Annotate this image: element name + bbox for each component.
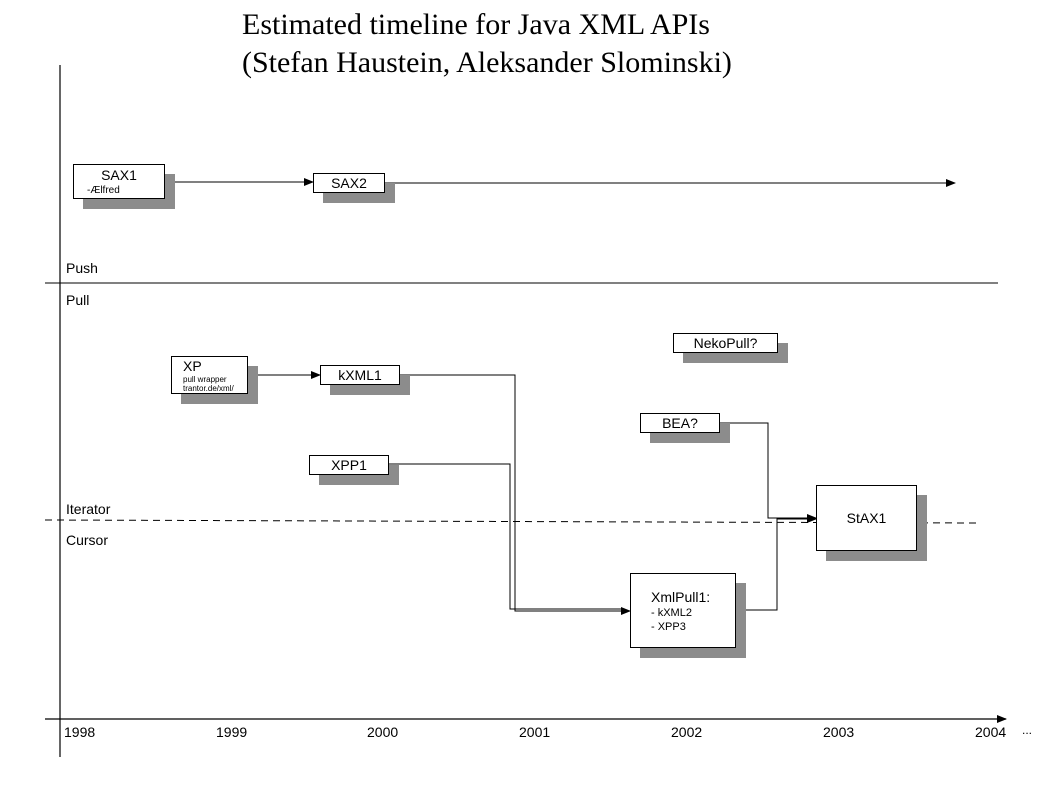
node-xpp1: XPP1 <box>309 455 389 475</box>
node-bea: BEA? <box>640 413 720 433</box>
title-line-1: Estimated timeline for Java XML APIs <box>242 8 710 41</box>
region-label-cursor: Cursor <box>66 532 109 548</box>
node-xmlpull1-title: XmlPull1: <box>651 589 711 605</box>
year-label: 2002 <box>671 724 703 740</box>
year-label: 1998 <box>64 724 96 740</box>
connector-xpp1-xmlpull1 <box>389 463 625 610</box>
node-xmlpull1-item-1: - kXML2 <box>651 607 692 619</box>
region-label-push: Push <box>66 260 98 276</box>
node-nekopull-title: NekoPull? <box>693 335 758 351</box>
node-xmlpull1-item-2: - XPP3 <box>651 621 686 633</box>
year-label: 2000 <box>367 724 399 740</box>
node-stax1-title: StAX1 <box>846 510 887 526</box>
node-sax2: SAX2 <box>313 173 385 193</box>
arrow-kxml1-xmlpull1 <box>400 374 631 615</box>
year-label: 2003 <box>823 724 855 740</box>
year-label: 1999 <box>216 724 248 740</box>
title-line-2: (Stefan Haustein, Aleksander Slominski) <box>242 46 732 79</box>
arrow-bea-stax1 <box>718 422 817 522</box>
node-sax1-subtitle: -Ælfred <box>87 185 120 196</box>
region-label-pull: Pull <box>66 292 90 308</box>
node-sax2-title: SAX2 <box>331 175 367 191</box>
axis-ellipsis: ... <box>1022 723 1033 737</box>
node-sax1-title: SAX1 <box>101 167 137 183</box>
diagram-title: Estimated timeline for Java XML APIs (St… <box>242 6 732 82</box>
node-bea-title: BEA? <box>662 415 698 431</box>
node-sax1: SAX1 -Ælfred <box>73 164 165 199</box>
node-xp-note-2: trantor.de/xml/ <box>183 384 234 393</box>
node-kxml1: kXML1 <box>320 365 400 385</box>
node-xmlpull1: XmlPull1: - kXML2 - XPP3 <box>630 573 736 648</box>
region-label-iterator: Iterator <box>66 501 111 517</box>
node-nekopull: NekoPull? <box>673 333 778 353</box>
year-label: 2001 <box>519 724 551 740</box>
node-xp: XP pull wrapper trantor.de/xml/ <box>171 356 248 394</box>
year-label: 2004 <box>975 724 1007 740</box>
node-xp-note-1: pull wrapper <box>183 375 227 384</box>
node-stax1: StAX1 <box>816 485 917 551</box>
arrow-xmlpull1-stax1 <box>735 515 817 611</box>
node-xp-title: XP <box>183 358 202 374</box>
node-xpp1-title: XPP1 <box>331 457 367 473</box>
node-kxml1-title: kXML1 <box>338 367 382 383</box>
